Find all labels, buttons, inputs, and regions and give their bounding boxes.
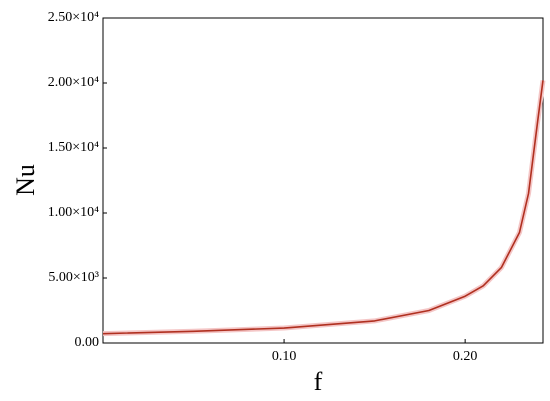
x-axis-title: f: [314, 367, 323, 396]
y-tick-label: 0.00: [75, 335, 100, 350]
x-tick-label: 0.10: [272, 349, 297, 364]
y-tick-label: 2.00×10⁴: [48, 75, 99, 90]
y-tick-label: 2.50×10⁴: [48, 10, 99, 25]
plot-frame: [102, 17, 544, 344]
line-glow: [102, 80, 546, 337]
y-axis-title: Nu: [11, 164, 40, 196]
y-tick-label: 5.00×10³: [48, 270, 99, 285]
x-tick-label: 0.20: [453, 349, 478, 364]
y-tick-label: 1.00×10⁴: [48, 205, 99, 220]
line-series: [102, 80, 544, 335]
y-tick-label: 1.50×10⁴: [48, 140, 99, 155]
